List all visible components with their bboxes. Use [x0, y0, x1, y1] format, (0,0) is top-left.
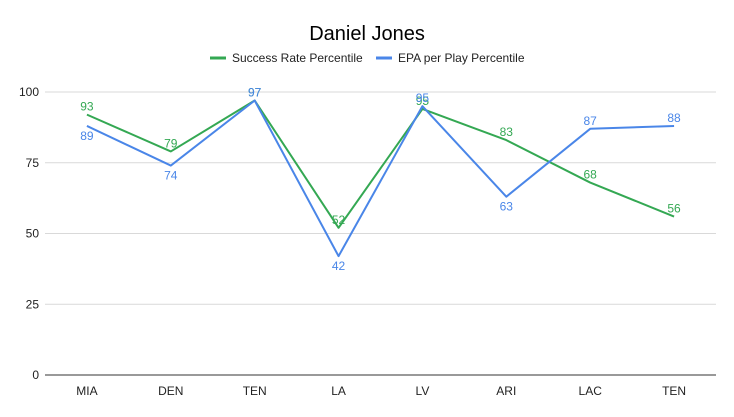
data-label: 97 — [248, 85, 262, 99]
x-tick-label: MIA — [76, 384, 97, 398]
y-tick-label: 100 — [19, 85, 39, 99]
x-tick-label: DEN — [158, 384, 183, 398]
data-label: 93 — [80, 100, 94, 114]
series-line-epa-per-play — [86, 99, 675, 258]
data-label: 87 — [584, 114, 598, 128]
y-tick-label: 0 — [32, 368, 39, 382]
y-tick-label: 75 — [26, 156, 40, 170]
data-label: 95 — [416, 94, 430, 108]
y-tick-label: 50 — [26, 227, 40, 241]
data-point — [168, 163, 173, 168]
x-axis-ticks: MIA DEN TEN LA LV ARI LAC TEN — [76, 384, 686, 398]
x-tick-label: LA — [331, 384, 346, 398]
data-label: 68 — [584, 168, 598, 182]
x-tick-label: ARI — [496, 384, 516, 398]
series-line-success-rate — [86, 99, 675, 229]
data-point — [504, 194, 509, 199]
series — [84, 99, 675, 259]
x-tick-label: TEN — [243, 384, 267, 398]
x-tick-label: LAC — [579, 384, 603, 398]
gridlines — [45, 91, 716, 376]
y-tick-label: 25 — [26, 297, 40, 311]
data-label: 83 — [500, 125, 514, 139]
chart-title: Daniel Jones — [309, 23, 425, 45]
y-axis-ticks: 0 25 50 75 100 — [19, 85, 39, 382]
data-label: 95 — [416, 91, 430, 105]
data-label: 42 — [332, 259, 346, 273]
legend-label-epa-per-play: EPA per Play Percentile — [398, 51, 525, 65]
data-label: 97 — [248, 85, 262, 99]
legend-label-success-rate: Success Rate Percentile — [232, 51, 363, 65]
data-point — [84, 123, 89, 128]
data-label: 52 — [332, 213, 346, 227]
data-label: 56 — [667, 202, 681, 216]
data-label: 63 — [500, 200, 514, 214]
data-label: 74 — [164, 169, 178, 183]
legend: Success Rate Percentile EPA per Play Per… — [210, 51, 525, 65]
data-point — [336, 254, 341, 259]
data-label: 88 — [667, 111, 681, 125]
x-tick-label: TEN — [662, 384, 686, 398]
data-label: 89 — [80, 129, 94, 143]
data-label: 79 — [164, 136, 178, 150]
x-tick-label: LV — [416, 384, 430, 398]
